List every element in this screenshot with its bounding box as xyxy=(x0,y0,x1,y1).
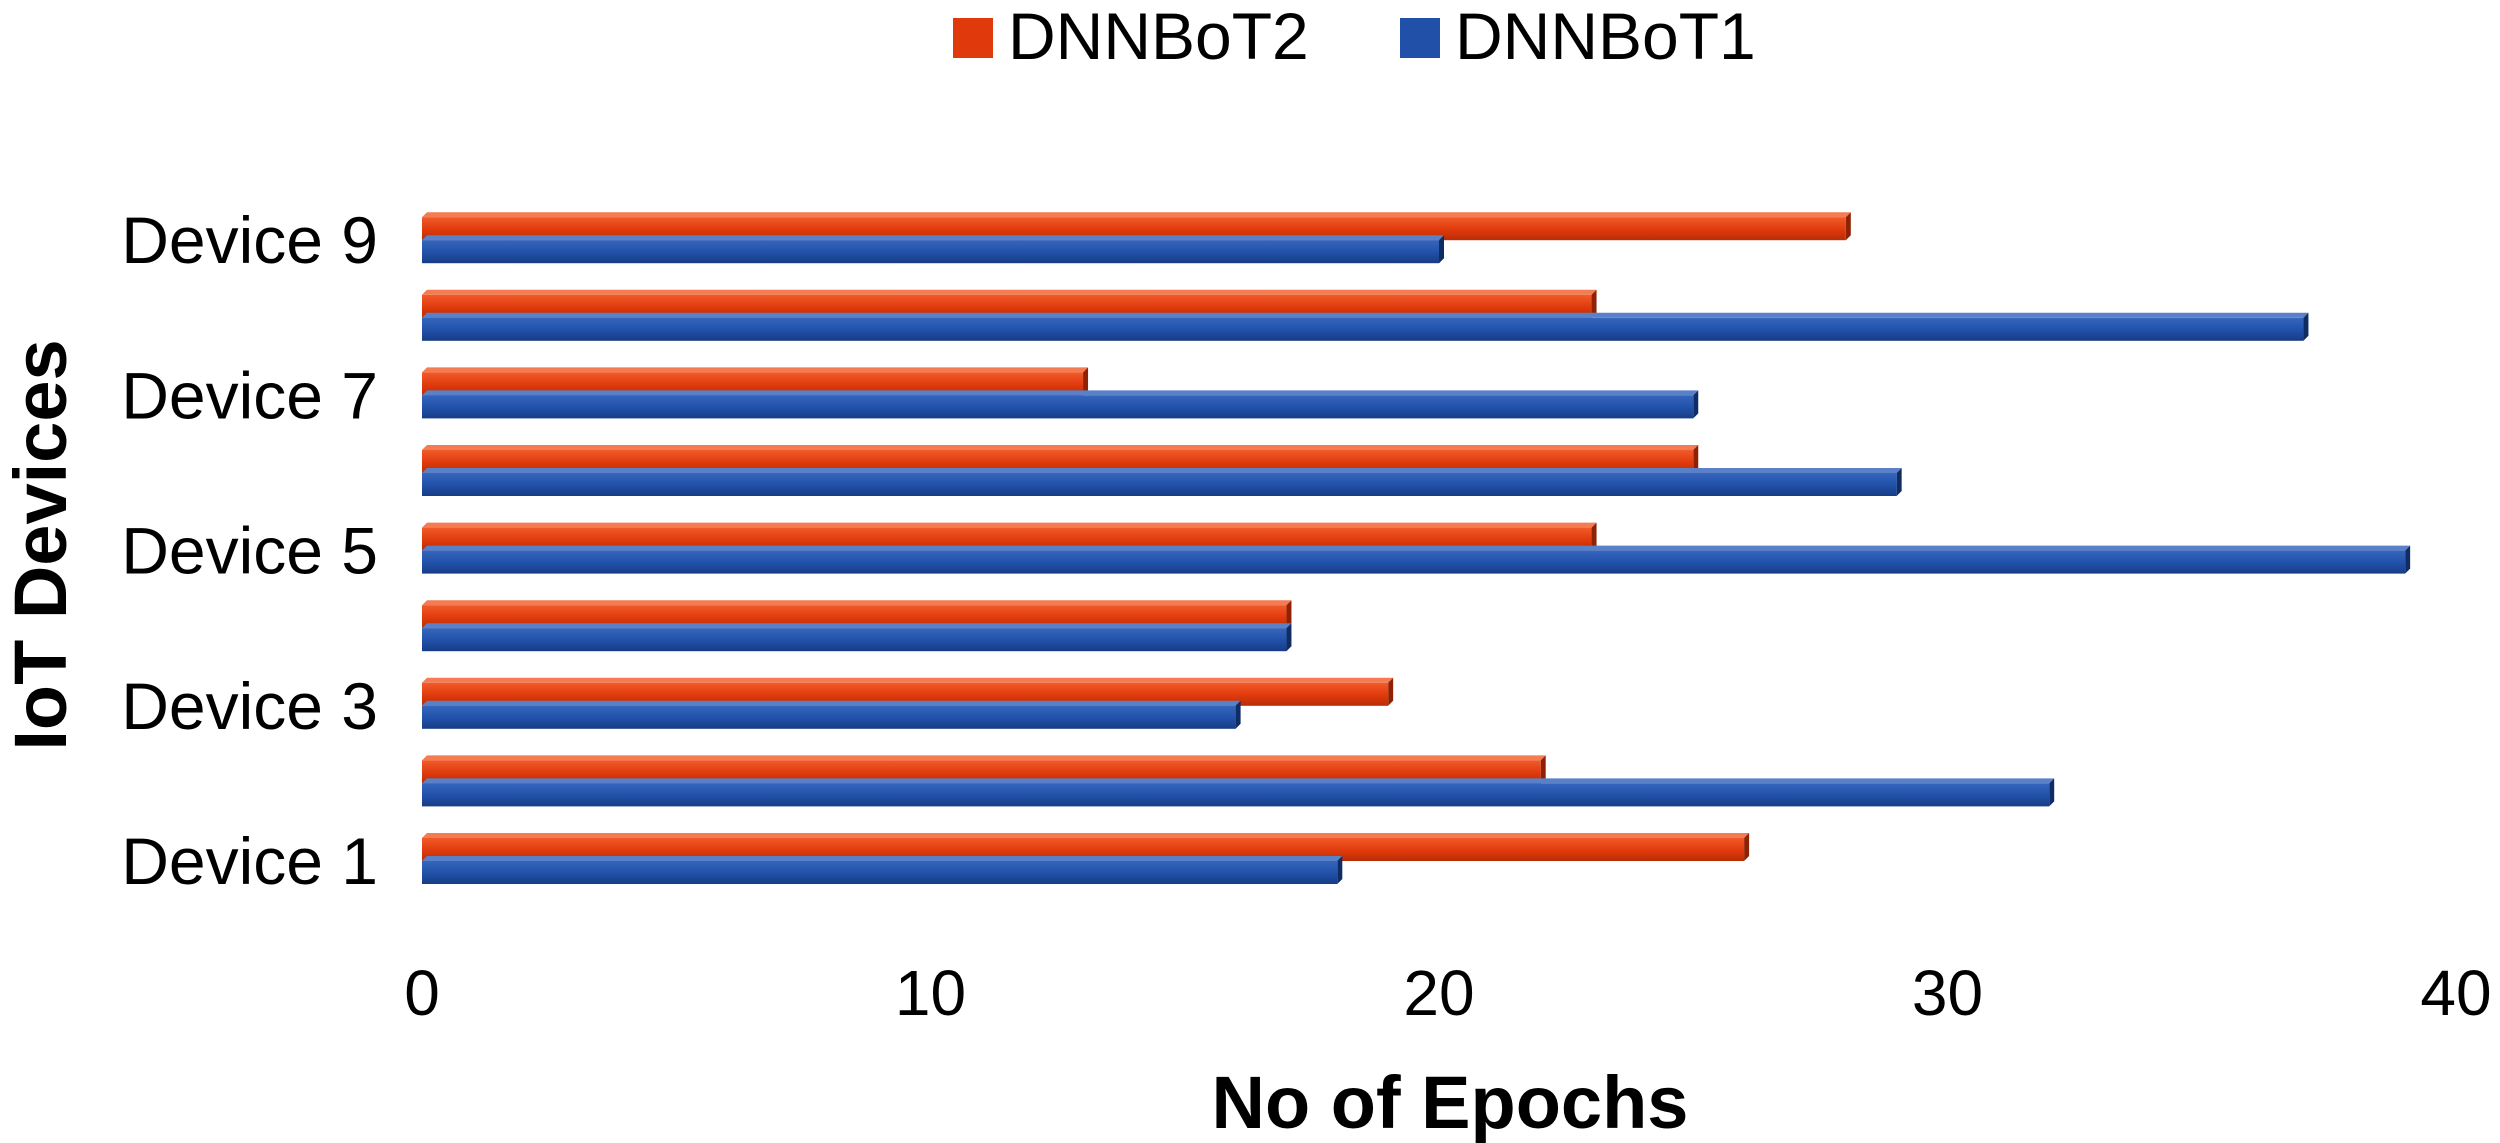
bar-top-face xyxy=(422,833,1750,838)
bar-front-face xyxy=(422,760,1541,784)
bar-dnnbot2-device-3 xyxy=(422,677,1394,706)
bar-side-face xyxy=(1744,833,1750,861)
bar-top-face xyxy=(422,623,1292,629)
bar-top-face xyxy=(422,312,2309,318)
bar-dnnbot1-device-3 xyxy=(422,700,1241,729)
bar-side-face xyxy=(1896,468,1902,496)
x-tick-label-40: 40 xyxy=(2420,957,2491,1029)
bar-top-face xyxy=(422,778,2055,784)
bar-dnnbot2-device-8 xyxy=(422,289,1597,318)
bar-top-face xyxy=(422,390,1699,396)
bar-top-face xyxy=(422,677,1394,683)
bar-side-face xyxy=(1540,755,1546,784)
bar-front-face xyxy=(422,705,1236,729)
bar-front-face xyxy=(422,317,2304,341)
bar-top-face xyxy=(422,700,1241,706)
bar-top-face xyxy=(422,856,1343,861)
x-tick-label-30: 30 xyxy=(1912,957,1983,1029)
category-labels: Device 1 Device 3 Device 5 Device 7 Device 9 xyxy=(121,203,378,898)
bar-front-face xyxy=(422,605,1287,629)
bar-front-face xyxy=(422,240,1439,264)
bar-top-face xyxy=(422,468,1902,473)
bar-dnnbot1-device-7 xyxy=(422,390,1699,419)
bar-dnnbot2-device-7 xyxy=(422,367,1089,396)
bar-dnnbot2-device-4 xyxy=(422,600,1292,629)
legend-swatch-dnnbot1 xyxy=(1400,18,1440,58)
bar-side-face xyxy=(2303,312,2309,341)
bar-dnnbot1-device-2 xyxy=(422,778,2055,807)
bar-dnnbot1-device-4 xyxy=(422,623,1292,652)
bar-top-face xyxy=(422,600,1292,606)
bar-front-face xyxy=(422,838,1745,861)
bar-front-face xyxy=(422,783,2050,807)
bar-front-face xyxy=(422,395,1694,419)
bar-front-face xyxy=(422,550,2406,574)
legend-label-dnnbot2: DNNBoT2 xyxy=(1008,0,1309,73)
category-label-device-3: Device 3 xyxy=(121,669,378,743)
category-label-device-5: Device 5 xyxy=(121,514,378,588)
bar-side-face xyxy=(1591,289,1597,318)
bar-side-face xyxy=(1693,390,1699,419)
bar-front-face xyxy=(422,294,1592,318)
y-axis-title: IoT Devices xyxy=(0,339,82,750)
bar-top-face xyxy=(422,367,1089,373)
bar-dnnbot2-device-5 xyxy=(422,522,1597,551)
legend: DNNBoT2 DNNBoT1 xyxy=(953,0,1756,73)
x-axis-title: No of Epochs xyxy=(1212,1061,1689,1143)
legend-label-dnnbot1: DNNBoT1 xyxy=(1455,0,1756,73)
bar-top-face xyxy=(422,522,1597,528)
bar-top-face xyxy=(422,755,1546,761)
x-axis-ticks: 0 10 20 30 40 xyxy=(404,957,2491,1029)
bar-side-face xyxy=(1286,623,1292,652)
bar-side-face xyxy=(1235,700,1241,729)
bar-front-face xyxy=(422,628,1287,652)
bar-side-face xyxy=(2049,778,2055,807)
bar-front-face xyxy=(422,527,1592,551)
bar-side-face xyxy=(1439,235,1444,264)
bar-dnnbot1-device-8 xyxy=(422,312,2309,341)
bar-side-face xyxy=(1286,600,1292,629)
bar-front-face xyxy=(422,861,1338,884)
bar-top-face xyxy=(422,212,1851,218)
bar-side-face xyxy=(1083,367,1089,396)
bars xyxy=(422,212,2411,884)
bar-dnnbot2-device-2 xyxy=(422,755,1546,784)
bar-dnnbot2-device-9 xyxy=(422,212,1851,241)
bar-side-face xyxy=(1591,522,1597,551)
bar-side-face xyxy=(1388,677,1394,706)
bar-front-face xyxy=(422,473,1897,496)
x-tick-label-10: 10 xyxy=(895,957,966,1029)
bar-side-face xyxy=(1337,856,1343,884)
bar-front-face xyxy=(422,217,1846,241)
bar-front-face xyxy=(422,682,1389,706)
legend-swatch-dnnbot2 xyxy=(953,18,993,58)
bar-side-face xyxy=(1693,445,1699,473)
bar-top-face xyxy=(422,235,1444,241)
bar-dnnbot1-device-9 xyxy=(422,235,1444,264)
bar-dnnbot2-device-1 xyxy=(422,833,1750,861)
x-tick-label-0: 0 xyxy=(404,957,440,1029)
bar-front-face xyxy=(422,372,1084,396)
bar-top-face xyxy=(422,545,2411,551)
x-tick-label-20: 20 xyxy=(1403,957,1474,1029)
category-label-device-7: Device 7 xyxy=(121,358,378,432)
bar-dnnbot1-device-5 xyxy=(422,545,2411,574)
bar-top-face xyxy=(422,445,1699,450)
bar-dnnbot1-device-6 xyxy=(422,468,1902,496)
bar-dnnbot1-device-1 xyxy=(422,856,1343,884)
bar-front-face xyxy=(422,450,1694,473)
category-label-device-9: Device 9 xyxy=(121,203,378,277)
bar-side-face xyxy=(1845,212,1851,241)
bar-top-face xyxy=(422,289,1597,295)
category-label-device-1: Device 1 xyxy=(121,824,378,898)
bar-side-face xyxy=(2405,545,2411,574)
bar-dnnbot2-device-6 xyxy=(422,445,1699,473)
